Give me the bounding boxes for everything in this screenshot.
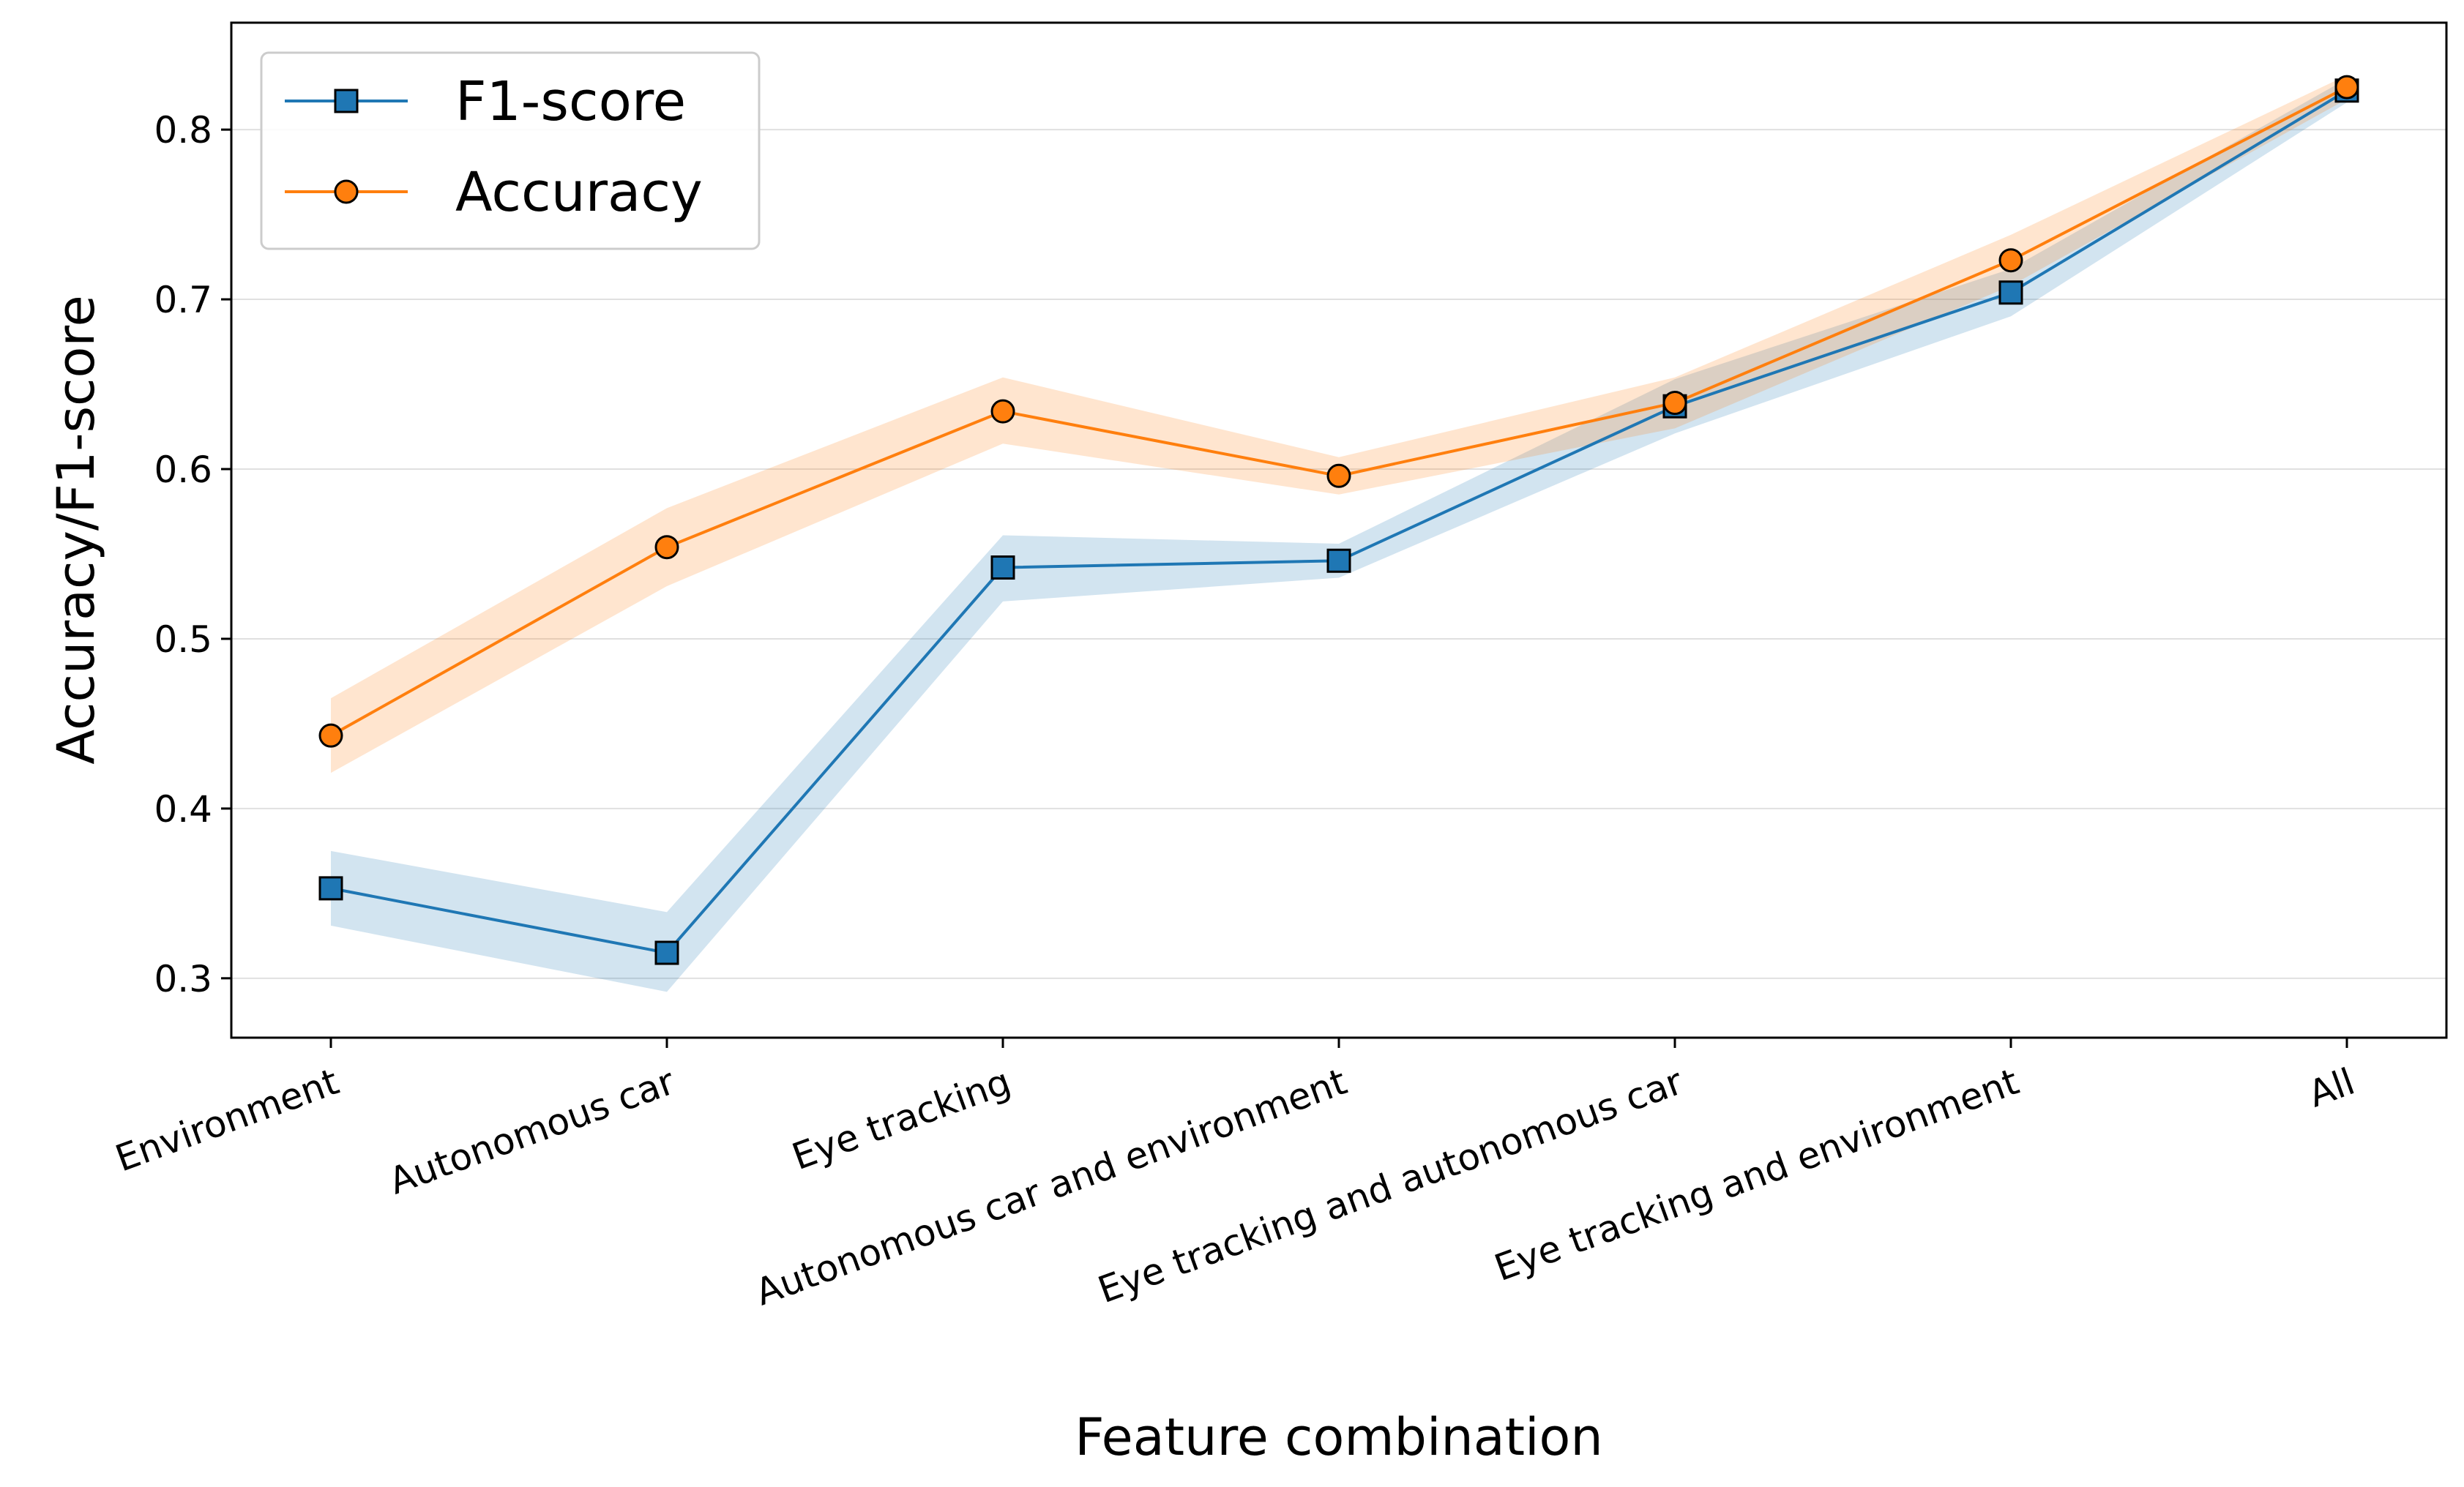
- point-f1-score-autonomous-car: [654, 940, 679, 965]
- confidence-bands: [331, 75, 2347, 992]
- legend-marker-square: [334, 89, 359, 113]
- legend-label-f1-score: F1-score: [455, 70, 686, 133]
- point-f1-score-eye-tracking-and-environment: [1998, 280, 2023, 305]
- x-tick-label-autonomous-car-and-environment: Autonomous car and environment: [750, 1060, 1353, 1314]
- series-markers: [318, 75, 2359, 965]
- y-tick-label: 0.5: [154, 618, 212, 661]
- point-accuracy-eye-tracking: [990, 399, 1015, 424]
- x-axis-title: Feature combination: [1075, 1407, 1603, 1467]
- x-tick-label-eye-tracking-and-environment: Eye tracking and environment: [1489, 1060, 2024, 1289]
- x-tick-label-environment: Environment: [110, 1060, 344, 1180]
- x-tick-label-eye-tracking: Eye tracking: [787, 1060, 1016, 1178]
- point-f1-score-environment: [318, 876, 343, 901]
- legend-item-f1-score: F1-score: [285, 70, 686, 133]
- point-f1-score-eye-tracking: [990, 555, 1015, 580]
- point-accuracy-eye-tracking-and-environment: [1998, 248, 2023, 273]
- point-accuracy-eye-tracking-and-autonomous-car: [1662, 391, 1687, 416]
- point-accuracy-environment: [318, 723, 343, 748]
- x-tick-label-eye-tracking-and-autonomous-car: Eye tracking and autonomous car: [1093, 1060, 1689, 1312]
- y-tick-label: 0.6: [154, 449, 212, 491]
- x-tick-label-autonomous-car: Autonomous car: [384, 1060, 681, 1203]
- band-f1-score: [331, 78, 2347, 992]
- legend-marker-circle: [334, 179, 359, 204]
- y-axis-ticks: 0.3 0.4 0.5 0.6 0.7 0.8: [154, 109, 231, 1000]
- point-accuracy-all: [2334, 75, 2359, 100]
- point-f1-score-autonomous-car-and-environment: [1326, 548, 1351, 573]
- y-tick-label: 0.8: [154, 109, 212, 151]
- y-axis-title: Accuracy/F1-score: [46, 295, 106, 764]
- y-tick-label: 0.4: [154, 788, 212, 831]
- x-axis-ticks: Environment Autonomous car Eye trackingAut…: [110, 1038, 2360, 1314]
- x-tick-label-all: All: [2303, 1060, 2360, 1116]
- point-accuracy-autonomous-car: [654, 535, 679, 560]
- legend-item-accuracy: Accuracy: [285, 161, 703, 224]
- y-tick-label: 0.3: [154, 958, 212, 1000]
- legend: F1-score Accuracy: [260, 51, 761, 250]
- legend-label-accuracy: Accuracy: [455, 161, 703, 224]
- point-accuracy-autonomous-car-and-environment: [1326, 463, 1351, 488]
- y-tick-label: 0.7: [154, 279, 212, 321]
